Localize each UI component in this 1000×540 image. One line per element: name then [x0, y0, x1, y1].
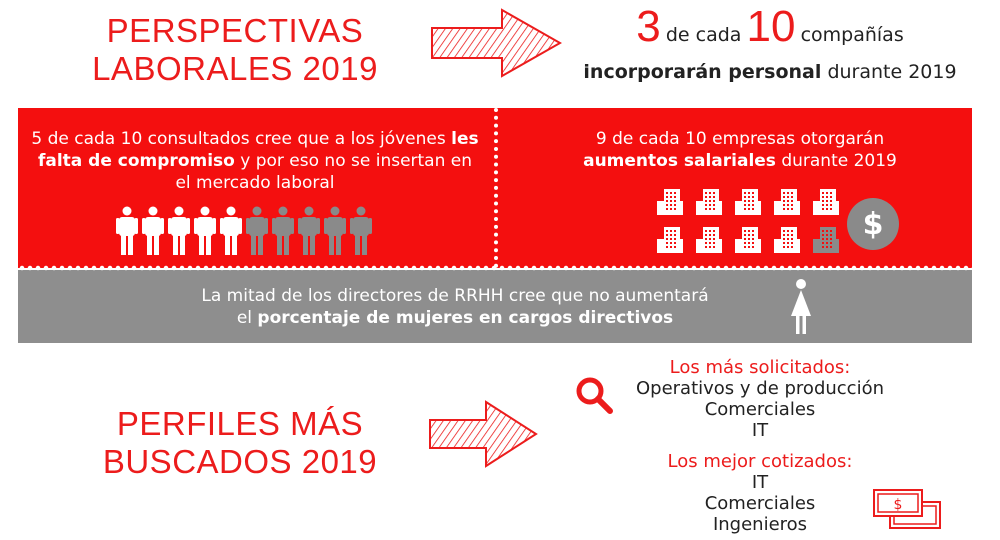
- list-item: Ingenieros: [712, 514, 808, 535]
- women-stat: La mitad de los directores de RRHH cree …: [60, 285, 850, 329]
- section-label: Los más solicitados:: [669, 357, 851, 378]
- dollar-coin-icon: $: [847, 198, 899, 250]
- stat-text: durante 2019: [781, 151, 897, 171]
- person-icon: [324, 206, 346, 255]
- title-line: PERSPECTIVAS: [106, 12, 364, 49]
- headline-text: compañías: [800, 24, 904, 46]
- title-line: BUSCADOS 2019: [102, 443, 378, 480]
- page-title: PERSPECTIVAS LABORALES 2019: [80, 12, 390, 88]
- svg-text:$: $: [894, 497, 903, 513]
- building-icon: [813, 227, 839, 253]
- headline-number: 3: [636, 2, 661, 51]
- title-line: LABORALES 2019: [92, 50, 378, 87]
- title-line: PERFILES MÁS: [116, 405, 364, 442]
- arrow-icon: [429, 400, 538, 468]
- scallop-edge: [18, 264, 972, 272]
- building-icon: [774, 189, 800, 215]
- list-item: Operativos y de producción: [635, 378, 884, 399]
- profiles-title: PERFILES MÁS BUSCADOS 2019: [90, 405, 390, 481]
- building-icon: [813, 189, 839, 215]
- person-icon: [194, 206, 216, 255]
- svg-text:$: $: [863, 207, 884, 242]
- building-icons: [655, 187, 845, 255]
- youth-commitment-stat: 5 de cada 10 consultados cree que a los …: [30, 128, 480, 194]
- stat-bold: porcentaje de mujeres en cargos directiv…: [257, 308, 674, 328]
- stat-bold: aumentos salariales: [583, 151, 776, 171]
- section-label: Los mejor cotizados:: [667, 451, 853, 472]
- person-icon: [246, 206, 268, 255]
- building-icon: [696, 227, 722, 253]
- stat-text: y por eso no se insertan en el mercado l…: [175, 151, 473, 193]
- profiles-list: Los más solicitados: Operativos y de pro…: [600, 357, 920, 535]
- stat-text: 5 de cada 10 consultados cree que a los …: [31, 129, 446, 149]
- headline-bold: incorporarán personal: [583, 61, 822, 83]
- building-icon: [657, 189, 683, 215]
- building-icon: [735, 227, 761, 253]
- divider: [494, 108, 498, 268]
- woman-icon: [791, 279, 811, 334]
- person-icon: [298, 206, 320, 255]
- list-item: IT: [751, 420, 769, 441]
- list-item: Comerciales: [704, 493, 816, 514]
- headline: 3 de cada 10 compañías incorporarán pers…: [560, 4, 980, 85]
- person-icon: [220, 206, 242, 255]
- salary-stat: 9 de cada 10 empresas otorgarán aumentos…: [520, 128, 960, 172]
- person-icon: [168, 206, 190, 255]
- people-icons: [116, 206, 372, 256]
- stat-bold: les falta de compromiso: [37, 129, 479, 171]
- search-icon: [576, 377, 613, 414]
- building-icon: [696, 189, 722, 215]
- headline-number: 10: [746, 2, 796, 51]
- stat-text: La mitad de los directores de RRHH cree …: [201, 286, 709, 306]
- list-item: Comerciales: [704, 399, 816, 420]
- person-icon: [142, 206, 164, 255]
- stat-text: 9 de cada 10 empresas otorgarán: [595, 129, 885, 149]
- arrow-icon: [431, 8, 562, 78]
- building-icon: [657, 227, 683, 253]
- person-icon: [350, 206, 372, 255]
- money-bills-icon: $: [873, 489, 941, 529]
- headline-text: durante 2019: [827, 61, 957, 83]
- women-stat-band: [18, 270, 972, 343]
- building-icon: [735, 189, 761, 215]
- headline-text: de cada: [665, 24, 742, 46]
- person-icon: [272, 206, 294, 255]
- stat-text: el: [236, 308, 253, 328]
- person-icon: [116, 206, 138, 255]
- list-item: IT: [751, 472, 769, 493]
- building-icon: [774, 227, 800, 253]
